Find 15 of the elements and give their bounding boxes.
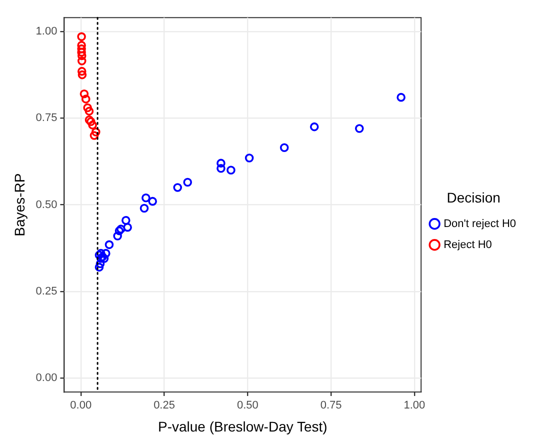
y-tick-label: 0.25: [36, 286, 58, 298]
legend-label: Reject H0: [444, 238, 492, 251]
x-tick-label: 0.50: [236, 400, 258, 412]
y-axis-title: Bayes-RP: [11, 173, 28, 236]
y-tick-label: 0.00: [36, 372, 58, 384]
y-tick-label: 1.00: [36, 26, 58, 38]
y-tick-label: 0.50: [36, 198, 58, 211]
x-tick-label: 0.75: [320, 400, 342, 412]
x-tick-label: 0.00: [70, 400, 92, 412]
x-tick-label: 1.00: [404, 400, 426, 412]
x-tick-label: 0.25: [154, 400, 175, 412]
legend-title: Decision: [446, 189, 500, 206]
y-tick-label: 0.75: [36, 112, 58, 124]
x-axis-title: P-value (Breslow-Day Test): [158, 418, 328, 434]
legend-label: Don't reject H0: [444, 218, 516, 230]
